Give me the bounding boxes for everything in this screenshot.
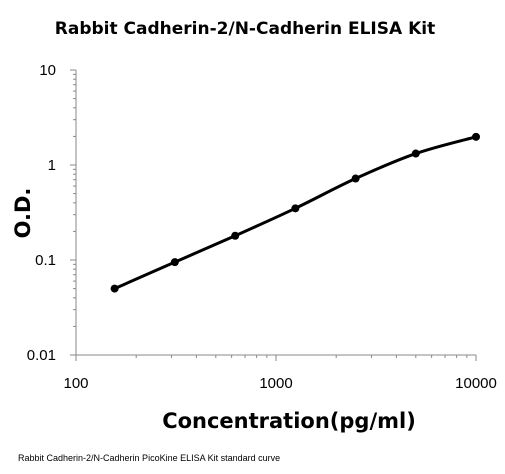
data-point: [472, 132, 480, 141]
data-point: [170, 258, 179, 267]
data-point: [351, 174, 360, 183]
data-point: [231, 231, 240, 240]
data-point: [411, 149, 420, 158]
figure-caption: Rabbit Cadherin-2/N-Cadherin PicoKine EL…: [18, 453, 280, 463]
y-tick-label: 0.1: [35, 252, 56, 269]
y-tick-label: 0.01: [27, 347, 56, 364]
x-axis-ticks: 100 1000 10000: [63, 355, 497, 392]
x-axis-label: Concentration(pg/ml): [162, 409, 416, 433]
data-point: [291, 204, 300, 213]
axes: [75, 70, 476, 356]
standard-curve-line: [113, 135, 478, 291]
data-point: [110, 284, 119, 293]
y-tick-label: 1: [48, 157, 56, 174]
y-tick-label: 10: [39, 62, 56, 79]
y-axis-ticks: 10 1 0.1 0.01: [27, 62, 76, 364]
x-tick-label: 10000: [455, 375, 497, 392]
data-points: [110, 132, 480, 293]
x-tick-label: 100: [63, 375, 88, 392]
x-tick-label: 1000: [259, 375, 292, 392]
y-axis-label: O.D.: [11, 188, 35, 239]
chart-title: Rabbit Cadherin-2/N-Cadherin ELISA Kit: [55, 19, 435, 39]
